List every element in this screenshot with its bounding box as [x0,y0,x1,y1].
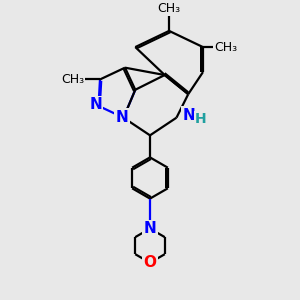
Text: N: N [89,97,102,112]
Text: N: N [182,108,195,123]
Text: CH₃: CH₃ [61,73,84,86]
Text: CH₃: CH₃ [214,40,237,54]
Text: CH₃: CH₃ [158,2,181,15]
Text: N: N [144,221,156,236]
Text: H: H [195,112,206,126]
Text: N: N [116,110,128,124]
Text: O: O [143,255,157,270]
